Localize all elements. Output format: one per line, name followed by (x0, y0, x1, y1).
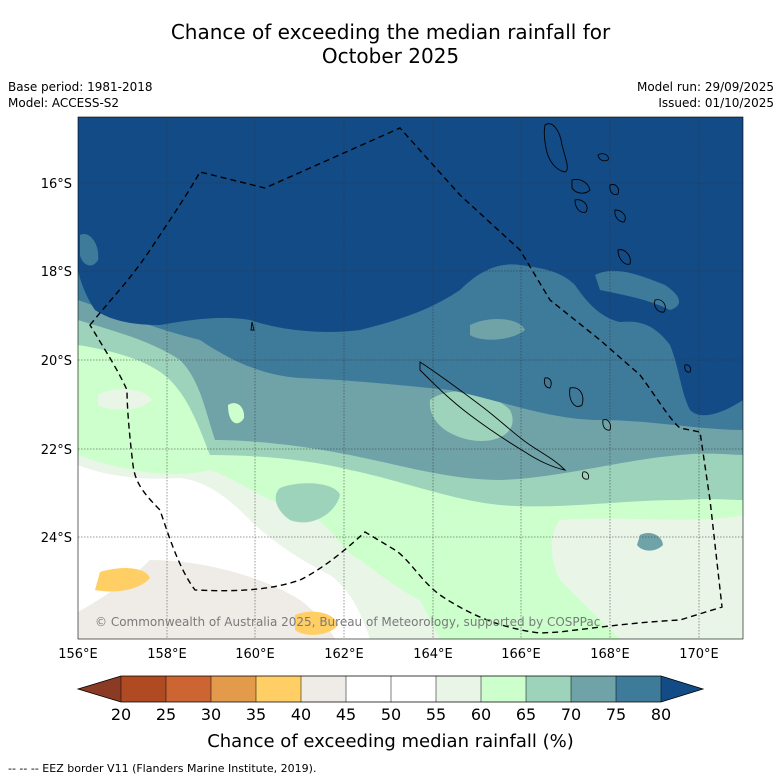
patch-70-75-north (470, 318, 525, 340)
colorbar-tick-50: 50 (380, 705, 402, 724)
colorbar-tick-55: 55 (425, 705, 447, 724)
colorbar-segment-gt80 (661, 676, 703, 702)
copyright-notice: © Commonwealth of Australia 2025, Bureau… (95, 615, 600, 629)
model-run: Model run: 29/09/2025 (636, 80, 774, 94)
band-55-60-east (551, 515, 743, 639)
colorbar-segment-75-80 (616, 676, 661, 702)
colorbar-segment-70-75 (571, 676, 616, 702)
colorbar-segment-35-40 (256, 676, 301, 702)
colorbar-tick-65: 65 (515, 705, 537, 724)
patch-60-65 (228, 403, 245, 424)
colorbar-segment-25-30 (166, 676, 211, 702)
map-frame (77, 116, 744, 640)
base-period: Base period: 1981-2018 (8, 80, 153, 94)
lat-label-16s: 16°S (41, 177, 72, 192)
lon-label-158e: 158°E (147, 647, 187, 662)
new-caledonia-coast (419, 361, 567, 471)
colorbar-segment-50-55 (391, 676, 436, 702)
colorbar-title: Chance of exceeding median rainfall (%) (207, 731, 574, 752)
lat-label-20s: 20°S (41, 354, 72, 369)
model-name: Model: ACCESS-S2 (8, 96, 120, 110)
colorbar (76, 675, 705, 703)
lat-label-24s: 24°S (41, 531, 72, 546)
colorbar-tick-60: 60 (470, 705, 492, 724)
lon-label-164e: 164°E (413, 647, 453, 662)
band-gt-80 (78, 117, 743, 416)
colorbar-segment-45-50 (346, 676, 391, 702)
lon-label-166e: 166°E (501, 647, 541, 662)
lon-label-170e: 170°E (679, 647, 719, 662)
patch-75-80-east (595, 270, 680, 310)
vanuatu-malakula (571, 179, 591, 194)
map-title-line1: Chance of exceeding the median rainfall … (170, 20, 611, 44)
colorbar-tick-75: 75 (605, 705, 627, 724)
patch-65-70 (275, 483, 340, 523)
colorbar-tick-35: 35 (245, 705, 267, 724)
lon-label-162e: 162°E (324, 647, 364, 662)
colorbar-tick-20: 20 (110, 705, 132, 724)
lon-label-160e: 160°E (235, 647, 275, 662)
rainfall-probability-field (78, 117, 743, 639)
vanuatu-espiritu-santo (543, 123, 568, 173)
map-title-line2: October 2025 (321, 44, 460, 68)
band-35-40-south (295, 611, 338, 635)
colorbar-segment-65-70 (526, 676, 571, 702)
colorbar-tick-80: 80 (650, 705, 672, 724)
colorbar-tick-40: 40 (290, 705, 312, 724)
eez-border (89, 127, 723, 634)
colorbar-tick-25: 25 (155, 705, 177, 724)
lon-label-168e: 168°E (590, 647, 630, 662)
colorbar-segment-20-25 (121, 676, 166, 702)
lat-label-18s: 18°S (41, 265, 72, 280)
eez-footnote: -- -- -- EEZ border V11 (Flanders Marine… (8, 762, 317, 775)
colorbar-segment-55-60 (436, 676, 481, 702)
colorbar-segment-60-65 (481, 676, 526, 702)
patch-70-75 (637, 533, 663, 551)
colorbar-tick-70: 70 (560, 705, 582, 724)
graticule (78, 117, 743, 639)
lon-label-156e: 156°E (58, 647, 98, 662)
colorbar-segment-40-45 (301, 676, 346, 702)
colorbar-tick-45: 45 (335, 705, 357, 724)
patch-75-80-west (80, 234, 99, 266)
colorbar-segment-lt20 (78, 676, 121, 702)
colorbar-tick-30: 30 (200, 705, 222, 724)
issued-date: Issued: 01/10/2025 (658, 96, 774, 110)
band-35-40-west (95, 568, 150, 592)
colorbar-segment-30-35 (211, 676, 256, 702)
patch-55-60 (98, 388, 152, 410)
coastlines (250, 123, 692, 480)
lat-label-22s: 22°S (41, 443, 72, 458)
